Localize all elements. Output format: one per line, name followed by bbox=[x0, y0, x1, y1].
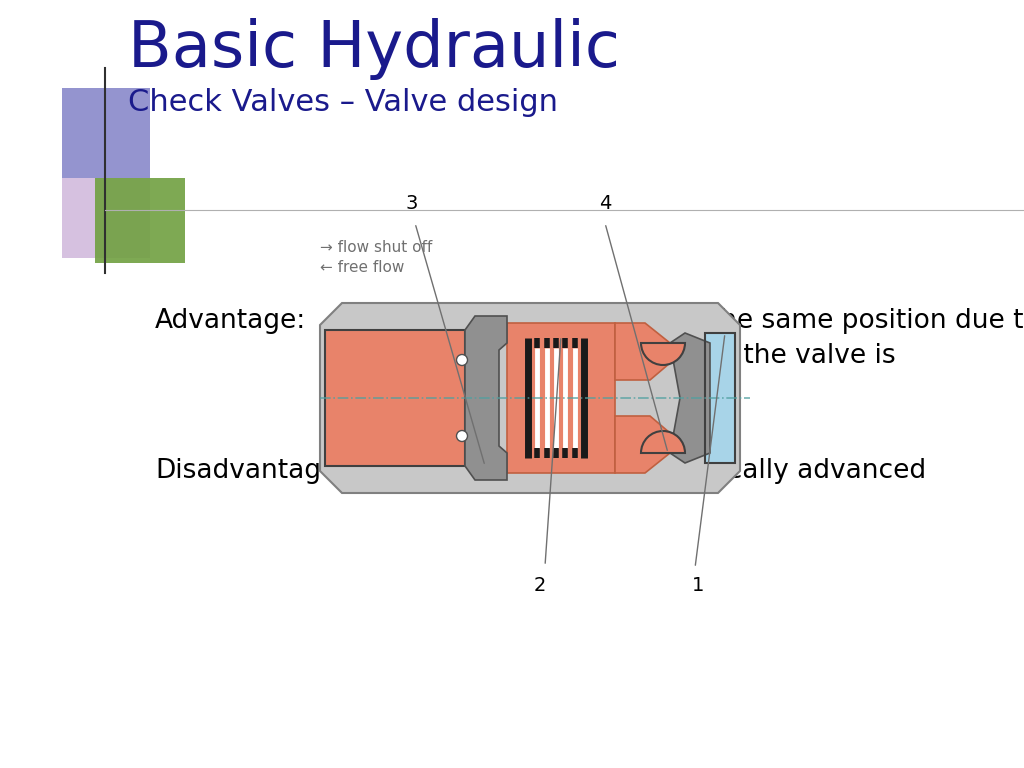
Polygon shape bbox=[615, 416, 670, 473]
Circle shape bbox=[457, 431, 468, 442]
Text: Check Valves – Valve design: Check Valves – Valve design bbox=[128, 88, 558, 117]
Polygon shape bbox=[465, 316, 507, 480]
Text: → flow shut off: → flow shut off bbox=[319, 240, 432, 256]
Bar bbox=[325, 330, 465, 466]
Bar bbox=[705, 333, 735, 463]
Wedge shape bbox=[641, 431, 685, 453]
Bar bbox=[95, 178, 185, 263]
Polygon shape bbox=[670, 333, 710, 463]
Bar bbox=[507, 323, 615, 473]
Text: Basic Hydraulic: Basic Hydraulic bbox=[128, 18, 620, 80]
Text: 3: 3 bbox=[406, 194, 418, 213]
Bar bbox=[705, 333, 735, 463]
Text: 4: 4 bbox=[599, 194, 611, 213]
Circle shape bbox=[457, 355, 468, 366]
Text: Advantage:: Advantage: bbox=[155, 308, 306, 334]
Text: 1: 1 bbox=[692, 576, 705, 595]
Text: Production is more technically advanced: Production is more technically advanced bbox=[390, 458, 926, 484]
Text: ← free flow: ← free flow bbox=[319, 260, 404, 276]
Text: Poppets always resume the same position due to
their control, the seat and the v: Poppets always resume the same position … bbox=[390, 308, 1024, 404]
Polygon shape bbox=[615, 323, 670, 380]
Text: Disadvantage:: Disadvantage: bbox=[155, 458, 346, 484]
Bar bbox=[62, 88, 150, 178]
Wedge shape bbox=[641, 343, 685, 365]
Text: 2: 2 bbox=[534, 576, 546, 595]
Polygon shape bbox=[319, 303, 740, 493]
Bar bbox=[325, 330, 465, 466]
Bar bbox=[62, 178, 150, 258]
